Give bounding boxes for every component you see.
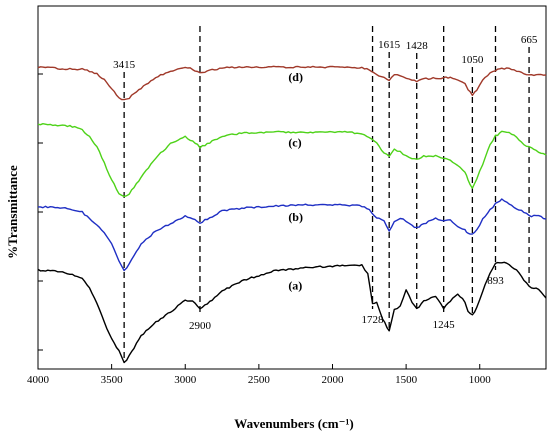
peak-label: 1615 [378,39,401,51]
x-tick-label: 2000 [321,374,344,386]
series-label: (a) [288,279,302,293]
series-labels: (d) (c) (b) (a) [288,70,303,293]
series-label: (d) [288,70,303,84]
series-line-2 [38,198,547,272]
peak-label: 1428 [406,40,429,52]
peak-label: 1050 [461,54,484,66]
x-axis-ticks: 4000 3500 3000 2500 2000 1500 1000 [27,364,491,386]
peak-label: 3415 [113,59,136,71]
x-axis-title: Wavenumbers (cm⁻¹) [234,416,353,431]
plot-frame [37,5,547,370]
x-tick-label: 4000 [27,374,50,386]
series-line-1 [37,123,547,198]
series-label: (c) [288,136,301,150]
x-tick-label: 1000 [469,374,492,386]
series-label: (b) [288,210,303,224]
x-tick-label: 1500 [395,374,418,386]
peak-label: 665 [521,34,538,46]
y-axis-ticks [38,73,43,351]
peak-label: 1245 [433,319,456,331]
peak-label: 1728 [362,314,385,326]
series-layer [37,65,547,364]
peak-label: 893 [487,275,504,287]
x-tick-label: 3500 [101,374,124,386]
y-axis-title: %Transmittance [5,165,20,259]
x-tick-label: 3000 [174,374,197,386]
series-line-3 [37,261,547,364]
peak-label: 2900 [189,320,212,332]
x-tick-label: 2500 [248,374,271,386]
series-line-0 [37,65,547,101]
reference-lines: 3415 2900 1728 1615 1428 1245 1050 893 665 [113,26,538,363]
